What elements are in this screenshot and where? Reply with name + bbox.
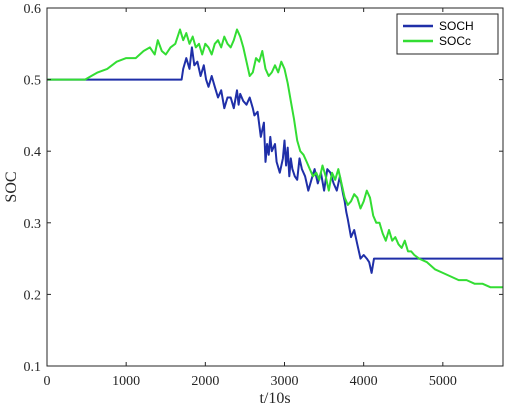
x-tick-label: 0 [44,374,51,389]
x-tick-label: 2000 [191,374,219,389]
y-tick-label: 0.2 [24,288,42,303]
legend-label: SOCc [439,34,471,48]
series-line-socc [47,28,503,289]
y-tick-label: 0.6 [24,2,42,17]
axes-layer: 0 1000 2000 3000 4000 5000 0.1 0.2 0.3 0.4 0.5 0.6 [24,2,504,389]
x-tick-label: 5000 [429,374,457,389]
x-tick-label: 4000 [350,374,378,389]
legend-label: SOCH [439,19,474,33]
series-line-soch [47,46,503,274]
x-tick-label: 1000 [112,374,140,389]
plot-frame [46,7,504,367]
x-axis-label: t/10s [259,390,290,407]
y-tick-label: 0.3 [24,217,42,232]
y-tick-label: 0.4 [24,145,42,160]
legend-box [396,13,499,55]
plot-layer [47,28,503,289]
x-tick-label: 3000 [271,374,299,389]
y-tick-label: 0.5 [24,74,42,89]
y-tick-label: 0.1 [24,360,42,375]
y-axis-label: SOC [3,171,20,202]
